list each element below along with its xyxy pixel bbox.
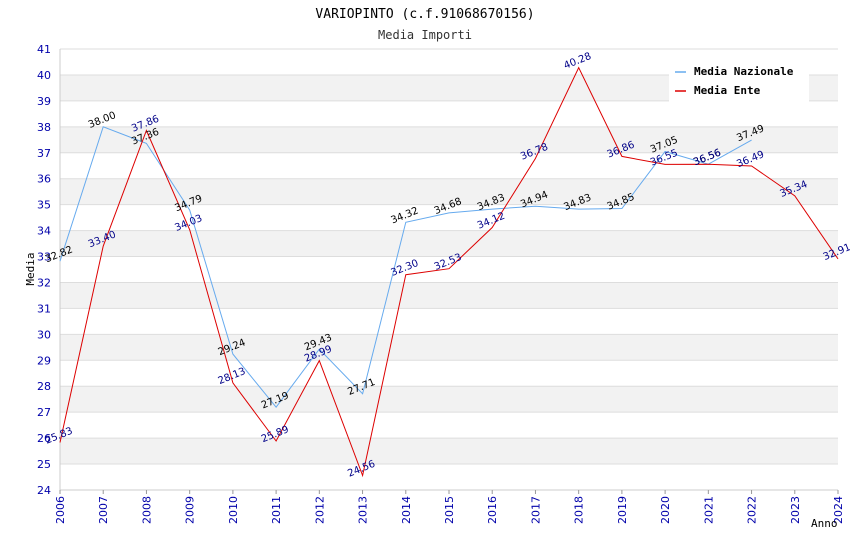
y-tick-label: 35 bbox=[37, 199, 51, 212]
grid-band bbox=[60, 334, 838, 361]
x-tick-label: 2024 bbox=[832, 496, 845, 524]
y-tick-label: 31 bbox=[37, 302, 51, 315]
grid-band bbox=[60, 178, 838, 205]
y-tick-label: 33 bbox=[37, 251, 51, 264]
x-tick-label: 2018 bbox=[573, 496, 586, 524]
y-tick-label: 29 bbox=[37, 354, 51, 367]
grid-band bbox=[60, 386, 838, 413]
x-tick-label: 2006 bbox=[54, 496, 67, 524]
y-tick-label: 28 bbox=[37, 380, 51, 393]
x-tick-label: 2022 bbox=[746, 496, 759, 524]
x-tick-label: 2014 bbox=[400, 496, 413, 524]
x-axis-label: Anno bbox=[811, 517, 838, 530]
x-tick-label: 2010 bbox=[227, 496, 240, 524]
x-tick-label: 2012 bbox=[313, 496, 326, 524]
chart-subtitle: Media Importi bbox=[378, 28, 472, 42]
x-tick-label: 2015 bbox=[443, 496, 456, 524]
grid-band bbox=[60, 438, 838, 465]
legend: Media Nazionale Media Ente bbox=[669, 60, 809, 102]
y-tick-label: 38 bbox=[37, 121, 51, 134]
legend-box bbox=[669, 60, 809, 102]
chart-title: VARIOPINTO (c.f.91068670156) bbox=[315, 7, 534, 22]
y-tick-labels: 24 25 26 27 28 29 30 31 32 33 34 35 36 37 38 39 40 41 bbox=[37, 43, 51, 497]
grid-band bbox=[60, 230, 838, 257]
data-label: 34.32 bbox=[390, 206, 421, 227]
x-tick-label: 2016 bbox=[486, 496, 499, 524]
y-tick-label: 37 bbox=[37, 147, 51, 160]
x-tick-label: 2013 bbox=[357, 496, 370, 524]
data-label: 32.82 bbox=[44, 244, 75, 265]
legend-label-ente: Media Ente bbox=[694, 84, 761, 97]
series-line-0 bbox=[59, 126, 752, 409]
legend-label-nazionale: Media Nazionale bbox=[694, 65, 794, 78]
x-tick-label: 2009 bbox=[184, 496, 197, 524]
x-tick-label: 2007 bbox=[97, 496, 110, 524]
y-tick-label: 36 bbox=[37, 173, 51, 186]
grid-band bbox=[60, 282, 838, 309]
gridlines bbox=[60, 48, 838, 491]
x-tick-label: 2017 bbox=[529, 496, 542, 524]
series-lines bbox=[59, 66, 839, 478]
grid-band bbox=[60, 126, 838, 153]
y-tick-label: 30 bbox=[37, 328, 51, 341]
x-tick-labels: 2006 2007 2008 2009 2010 2011 2012 2013 2014 2015… bbox=[54, 496, 845, 524]
y-tick-label: 27 bbox=[37, 406, 51, 419]
data-labels: 32.8238.0037.3634.7929.2427.1929.4327.71… bbox=[44, 51, 850, 480]
y-tick-label: 41 bbox=[37, 43, 51, 56]
y-tick-label: 26 bbox=[37, 432, 51, 445]
series-line-1 bbox=[59, 66, 839, 478]
x-tick-label: 2008 bbox=[140, 496, 153, 524]
x-tick-label: 2020 bbox=[659, 496, 672, 524]
y-tick-label: 39 bbox=[37, 95, 51, 108]
y-tick-label: 40 bbox=[37, 69, 51, 82]
y-tick-label: 24 bbox=[37, 484, 51, 497]
x-tick-label: 2023 bbox=[789, 496, 802, 524]
y-tick-label: 32 bbox=[37, 276, 51, 289]
y-tick-label: 25 bbox=[37, 458, 51, 471]
y-axis-label: Media bbox=[24, 252, 37, 285]
x-tick-label: 2019 bbox=[616, 496, 629, 524]
data-label: 32.30 bbox=[390, 258, 421, 279]
x-tick-label: 2021 bbox=[702, 496, 715, 524]
data-label: 28.13 bbox=[217, 366, 248, 387]
y-tick-label: 34 bbox=[37, 225, 51, 238]
x-tick-label: 2011 bbox=[270, 496, 283, 524]
axes bbox=[59, 49, 839, 494]
grid-bands bbox=[60, 74, 838, 465]
